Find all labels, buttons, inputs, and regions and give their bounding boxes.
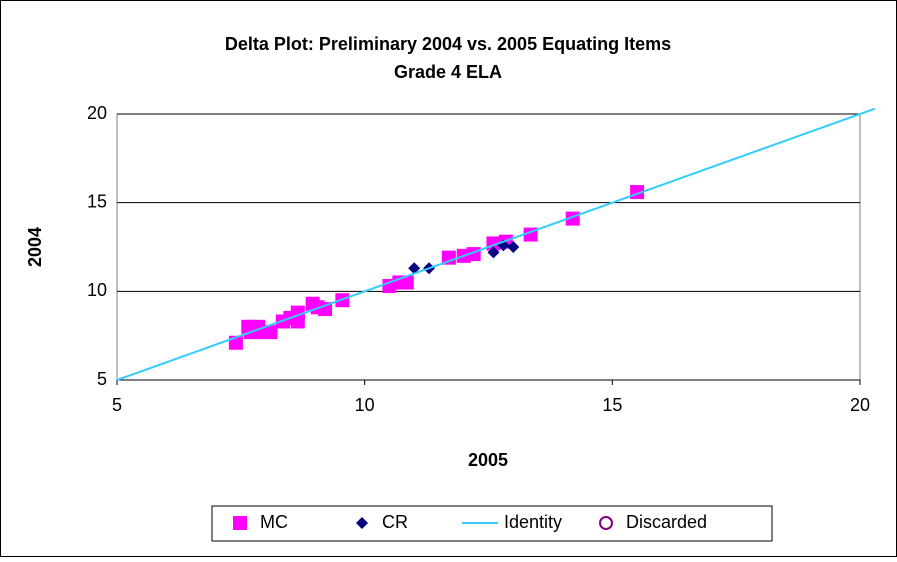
legend-label: CR <box>382 512 408 532</box>
y-tick-label: 5 <box>97 369 107 389</box>
point <box>290 314 305 329</box>
identity-line <box>116 107 876 381</box>
point <box>318 302 333 317</box>
x-axis-label: 2005 <box>468 450 508 470</box>
point <box>399 275 414 290</box>
y-tick-label: 10 <box>87 280 107 300</box>
x-tick-label: 20 <box>850 395 870 415</box>
point <box>263 325 278 340</box>
y-axis-label: 2004 <box>25 227 45 267</box>
x-tick-label: 5 <box>112 395 122 415</box>
chart-title: Delta Plot: Preliminary 2004 vs. 2005 Eq… <box>225 34 671 54</box>
point <box>408 262 421 275</box>
y-tick-label: 20 <box>87 103 107 123</box>
x-tick-label: 10 <box>355 395 375 415</box>
legend-label: Identity <box>504 512 562 532</box>
legend-swatch <box>356 517 368 529</box>
x-tick-label: 15 <box>602 395 622 415</box>
y-tick-label: 15 <box>87 191 107 211</box>
chart-subtitle: Grade 4 ELA <box>394 62 502 82</box>
legend-swatch <box>599 516 613 530</box>
legend-swatch <box>233 516 247 530</box>
point <box>441 250 456 265</box>
legend-label: Discarded <box>626 512 707 532</box>
legend-label: MC <box>260 512 288 532</box>
point <box>487 246 500 259</box>
point <box>507 241 520 253</box>
